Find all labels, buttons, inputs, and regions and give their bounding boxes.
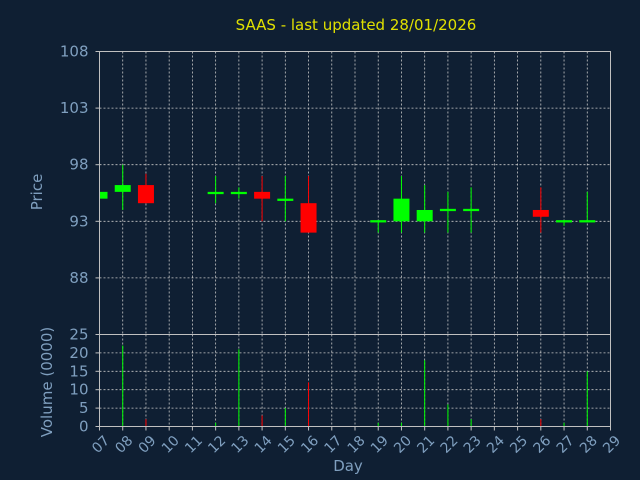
candle-layer (99, 164, 596, 233)
candle-body (277, 198, 294, 201)
candle-body (556, 220, 573, 223)
x-tick-label: 27 (554, 433, 578, 457)
x-tick-label: 20 (391, 433, 415, 457)
candle-body (114, 185, 131, 192)
x-tick-label: 09 (136, 433, 160, 457)
x-axis-ticks: 07 08 09 10 11 12 13 14 15 16 17 18 19 20 21 22 23 24 25 26… (89, 426, 624, 457)
x-tick-label: 10 (159, 433, 183, 457)
x-tick-label: 25 (507, 433, 531, 457)
x-tick-label: 13 (229, 433, 253, 457)
candle-body (300, 203, 317, 233)
candle-body (207, 191, 224, 195)
candle-body (532, 209, 549, 217)
x-tick-label: 17 (321, 433, 345, 457)
grid-layer (99, 51, 611, 427)
candle-body (254, 191, 271, 199)
candle-body (230, 191, 247, 195)
x-tick-label: 14 (252, 433, 276, 457)
x-tick-label: 28 (577, 433, 601, 457)
candle-body (463, 208, 480, 212)
candle-body (439, 208, 456, 212)
x-tick-label: 08 (112, 433, 136, 457)
x-tick-label: 24 (484, 433, 508, 457)
candle-body (100, 191, 108, 199)
x-tick-label: 11 (182, 433, 206, 457)
x-tick-label: 07 (89, 433, 113, 457)
x-tick-label: 16 (298, 433, 322, 457)
y-axis-label: Price (28, 174, 46, 211)
price-axis-ticks: 88 93 98 103 108 (60, 43, 100, 287)
x-tick-label: 21 (414, 433, 438, 457)
x-tick-label: 12 (205, 433, 229, 457)
volume-tick-label: 25 (69, 326, 88, 344)
price-tick-label: 103 (60, 99, 89, 117)
volume-tick-label: 10 (69, 381, 88, 399)
candle-body (579, 220, 596, 223)
volume-axis-label: Volume (0000) (38, 327, 56, 437)
chart-title: SAAS - last updated 28/01/2026 (236, 16, 477, 34)
x-tick-label: 15 (275, 433, 299, 457)
price-tick-label: 93 (69, 212, 88, 230)
price-tick-label: 98 (69, 156, 88, 174)
candle-body (137, 185, 154, 204)
price-tick-label: 108 (60, 43, 89, 61)
price-tick-label: 88 (69, 269, 88, 287)
candle-body (393, 198, 410, 222)
volume-tick-label: 5 (79, 399, 89, 417)
volume-tick-label: 0 (79, 418, 89, 436)
x-tick-label: 23 (461, 433, 485, 457)
volume-tick-label: 20 (69, 344, 88, 362)
x-tick-label: 29 (600, 433, 624, 457)
volume-tick-label: 15 (69, 362, 88, 380)
x-tick-label: 22 (438, 433, 462, 457)
candle-body (370, 220, 387, 223)
x-tick-label: 26 (531, 433, 555, 457)
x-tick-label: 18 (345, 433, 369, 457)
x-tick-label: 19 (368, 433, 392, 457)
x-axis-label: Day (333, 457, 363, 475)
volume-layer (122, 345, 588, 427)
candle-body (416, 209, 433, 222)
